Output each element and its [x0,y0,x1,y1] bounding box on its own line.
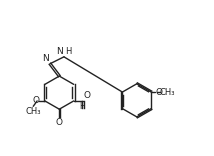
Text: O: O [33,96,39,105]
Text: N: N [42,54,49,63]
Text: H: H [65,47,71,56]
Text: CH₃: CH₃ [160,88,175,97]
Text: O: O [56,118,63,127]
Text: N: N [56,47,62,56]
Text: CH₃: CH₃ [25,107,41,116]
Text: H: H [79,102,85,111]
Text: O: O [83,91,91,100]
Text: O: O [155,88,162,97]
